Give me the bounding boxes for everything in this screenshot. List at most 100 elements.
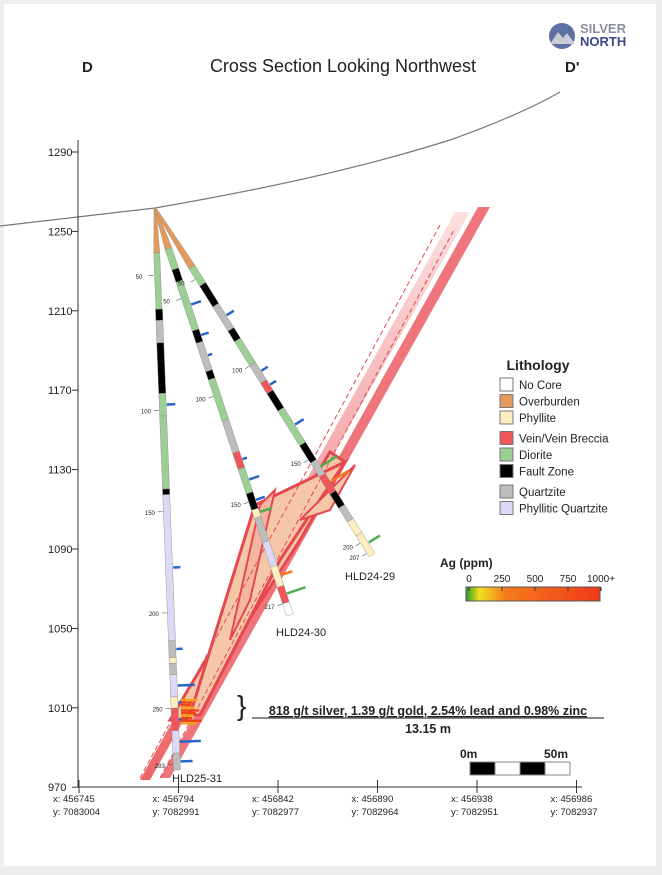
ag-assay-bar	[201, 333, 208, 335]
x-tick-easting: x: 456938	[451, 794, 493, 805]
ag-tick-label: 1000+	[587, 574, 615, 585]
lithology-interval	[222, 419, 239, 454]
lithology-interval	[213, 303, 234, 331]
drillhole-label: HLD24-29	[345, 571, 395, 583]
legend-label: Fault Zone	[519, 467, 574, 479]
lithology-interval	[171, 708, 179, 731]
lithology-interval	[196, 341, 212, 372]
x-tick-easting: x: 456745	[53, 794, 95, 805]
depth-label: 217	[264, 605, 275, 611]
lithology-interval	[238, 467, 253, 494]
lithology-interval	[168, 641, 176, 658]
ag-assay-bar	[191, 301, 201, 304]
lithology-interval	[157, 343, 166, 394]
lithology-interval	[155, 309, 162, 321]
ag-assay-bar	[249, 476, 259, 479]
lithology-interval	[154, 253, 162, 309]
x-tick-northing: y: 7082937	[551, 807, 598, 818]
depth-label: 50	[178, 282, 185, 288]
ag-color-scale: Ag (ppm) 0 250 500 750 1000+	[440, 556, 615, 601]
lithology-interval	[172, 268, 183, 282]
intercept-length: 13.15 m	[405, 722, 451, 736]
lithology-interval	[171, 697, 178, 709]
ag-tick-label: 750	[560, 574, 577, 585]
depth-label: 200	[343, 545, 354, 551]
ag-scale-title: Ag (ppm)	[440, 556, 493, 570]
ag-assay-bar	[242, 458, 246, 459]
lithology-interval	[159, 393, 167, 416]
depth-label: 150	[231, 503, 242, 509]
ag-assay-bar	[270, 381, 276, 385]
legend-label: Diorite	[519, 450, 552, 462]
lithology-interval	[200, 282, 219, 307]
lithology-interval	[160, 416, 170, 489]
lithology-interval	[173, 753, 181, 770]
lithology-interval	[234, 338, 255, 366]
lithology-interval	[163, 489, 170, 495]
lithology-interval	[172, 731, 180, 754]
ag-assay-bar	[295, 419, 304, 424]
legend-swatch	[500, 432, 513, 445]
depth-label: 207	[349, 556, 360, 562]
lithology-interval	[189, 265, 206, 286]
x-tick-easting: x: 456890	[352, 794, 394, 805]
lithology-interval	[165, 248, 178, 271]
x-tick-easting: x: 456842	[252, 794, 294, 805]
lithology-interval	[339, 505, 354, 523]
lithology-interval	[347, 518, 362, 536]
legend-label: Vein/Vein Breccia	[519, 434, 609, 446]
depth-label: 283	[155, 764, 166, 770]
x-tick-easting: x: 456986	[551, 794, 593, 805]
y-tick-label: 1130	[48, 465, 72, 477]
lithology-legend: Lithology No Core Overburden Phyllite Vein/…	[500, 357, 609, 516]
depth-label: 250	[153, 708, 164, 714]
depth-label: 100	[232, 368, 243, 374]
lithology-interval	[278, 407, 306, 445]
legend-label: Overburden	[519, 397, 580, 409]
legend-label: Phyllitic Quartzite	[519, 504, 608, 516]
depth-label: 50	[163, 300, 170, 306]
logo-mountain-icon	[549, 23, 575, 49]
ag-gradient-bar	[466, 587, 600, 601]
depth-label: 150	[145, 511, 156, 517]
y-tick-label: 970	[48, 782, 66, 794]
depth-label: 100	[141, 410, 152, 416]
scale-end: 50m	[544, 747, 568, 761]
scale-bar: 0m 50m	[460, 747, 570, 775]
drillholes: 50 100 150 200 250 283 HLD25-31 50 100 150 217 HLD2…	[136, 207, 395, 785]
y-axis: 12901250121011701130109010501010970	[48, 140, 78, 794]
ag-assay-bar	[261, 367, 267, 371]
lithology-interval	[192, 329, 203, 343]
figure-title: Cross Section Looking Northwest	[210, 56, 476, 76]
ag-assay-bar	[227, 311, 234, 315]
depth-label: 50	[136, 275, 143, 281]
lithology-interval	[156, 320, 164, 343]
x-tick-northing: y: 7082991	[153, 807, 200, 818]
intercept-brace: }	[237, 690, 246, 721]
legend-title: Lithology	[507, 357, 570, 373]
y-tick-label: 1170	[48, 385, 72, 397]
section-start-label: D	[82, 59, 93, 76]
ag-assay-bar	[178, 685, 195, 686]
x-tick-northing: y: 7083004	[53, 807, 100, 818]
lithology-interval	[356, 532, 375, 557]
depth-label: 200	[149, 612, 160, 618]
ag-tick-label: 0	[466, 574, 472, 585]
drillhole-label: HLD24-30	[276, 627, 326, 639]
x-tick-northing: y: 7082964	[352, 807, 399, 818]
ag-tick-label: 250	[494, 574, 511, 585]
lithology-interval	[170, 674, 178, 697]
legend-label: No Core	[519, 380, 562, 392]
y-tick-label: 1250	[48, 226, 72, 238]
y-tick-label: 1090	[48, 544, 72, 556]
legend-label: Phyllite	[519, 413, 556, 425]
lithology-interval	[283, 602, 294, 616]
lithology-interval	[300, 442, 317, 463]
legend-swatch	[500, 502, 513, 515]
x-tick-northing: y: 7082951	[451, 807, 498, 818]
x-tick-northing: y: 7082977	[252, 807, 299, 818]
ag-tick-label: 500	[527, 574, 544, 585]
lithology-interval	[233, 451, 245, 469]
y-tick-label: 1050	[48, 623, 72, 635]
